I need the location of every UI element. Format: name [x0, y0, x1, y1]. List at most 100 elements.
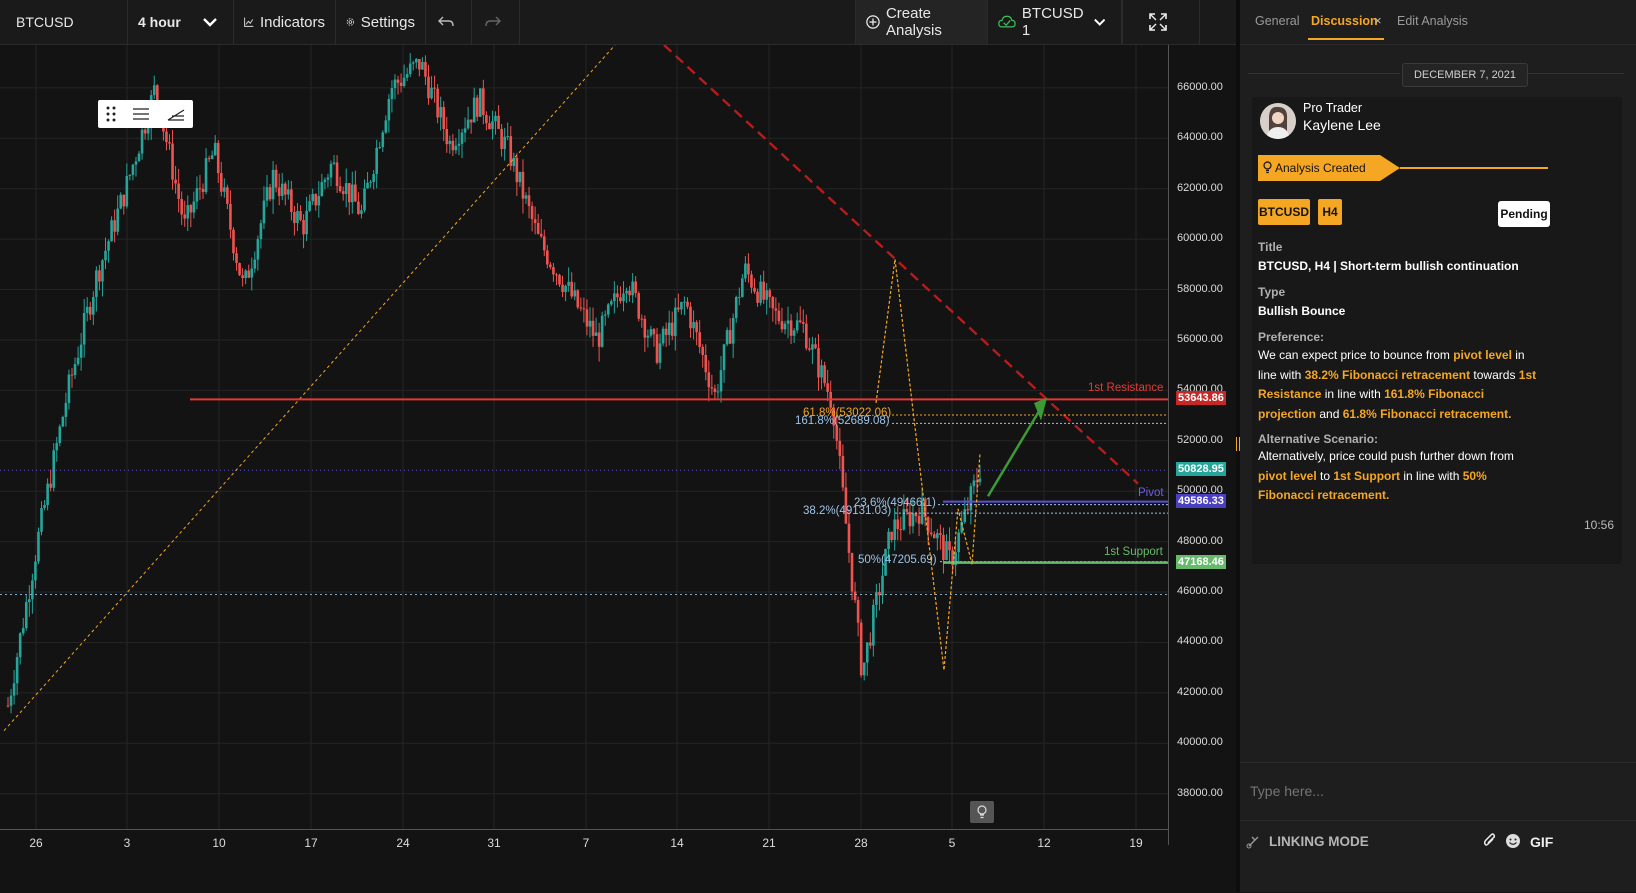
candle-body	[475, 97, 479, 117]
candle-body	[64, 402, 68, 417]
candle-body	[168, 142, 171, 144]
create-analysis-button[interactable]: Create Analysis	[855, 0, 988, 44]
layout-selector[interactable]: BTCUSD 1	[988, 0, 1122, 44]
price-tick-label: 38000.00	[1177, 786, 1223, 799]
candle-body	[695, 322, 698, 333]
highlight-text: 1st Resistance	[1258, 367, 1537, 402]
candle-body	[360, 210, 363, 214]
symbol-selector[interactable]: BTCUSD	[0, 0, 128, 44]
time-tick-label: 7	[582, 836, 590, 850]
close-icon[interactable]: ×	[1374, 13, 1382, 28]
candle-body	[216, 142, 220, 174]
candle-body	[198, 188, 202, 190]
candle-body	[500, 128, 503, 149]
text-run: in line with	[1258, 348, 1525, 382]
candle-body	[549, 264, 552, 268]
candle-body	[579, 307, 583, 309]
price-tick-label: 64000.00	[1177, 131, 1223, 144]
idea-button[interactable]	[970, 801, 994, 823]
candle-body	[808, 348, 811, 350]
candle-body	[506, 136, 510, 138]
candle-body	[881, 575, 884, 596]
candle-body	[869, 642, 872, 646]
linking-icon	[1246, 836, 1259, 849]
candle-body	[536, 223, 540, 234]
message-input[interactable]	[1248, 777, 1622, 805]
candle-body	[768, 290, 772, 297]
price-tick-label: 44000.00	[1177, 635, 1223, 648]
horizontal-lines-icon[interactable]	[132, 107, 150, 121]
indicators-button[interactable]: Indicators	[234, 0, 336, 44]
fullscreen-button[interactable]	[1122, 0, 1200, 44]
pivot-label: Pivot	[1138, 486, 1164, 499]
status-badge: Pending	[1498, 201, 1550, 227]
candle-body	[512, 157, 516, 166]
candle-body	[951, 550, 954, 566]
price-axis[interactable]: 38000.00 40000.00 42000.00 44000.00 46000.00…	[1168, 45, 1237, 845]
candle-body	[539, 233, 543, 237]
candle-body	[201, 188, 205, 192]
candle-body	[667, 322, 671, 335]
candle-body	[826, 383, 829, 392]
candle-body	[433, 87, 436, 89]
candle-body	[128, 174, 132, 177]
lightbulb-icon	[1263, 161, 1272, 174]
time-axis[interactable]: 26 3 10 17 24 31 7 14 21 28 5 12 19	[0, 829, 1168, 850]
panel-splitter[interactable]	[1236, 0, 1240, 892]
chart-canvas[interactable]	[0, 45, 1236, 892]
text-run: towards	[1470, 367, 1519, 382]
candle-body	[314, 194, 318, 206]
price-tick-label: 62000.00	[1177, 181, 1223, 194]
candle-body	[70, 374, 74, 376]
candle-body	[731, 317, 735, 344]
gif-button[interactable]: GIF	[1530, 834, 1554, 850]
redo-button[interactable]	[472, 0, 520, 44]
candle-body	[939, 533, 942, 535]
interval-selector[interactable]: 4 hour	[128, 0, 234, 44]
drawing-toolbar[interactable]	[98, 100, 193, 128]
linking-mode-toggle[interactable]: LINKING MODE	[1269, 834, 1369, 849]
price-tick-label: 60000.00	[1177, 232, 1223, 245]
candle-body	[533, 219, 537, 224]
candle-body	[405, 74, 409, 78]
candle-body	[55, 442, 59, 451]
active-tab-indicator	[1308, 38, 1384, 40]
attachment-icon[interactable]	[1482, 832, 1496, 850]
settings-button[interactable]: Settings	[336, 0, 426, 44]
candle-body	[131, 164, 135, 175]
candle-body	[862, 662, 866, 676]
trend-tool-icon[interactable]	[167, 107, 185, 121]
tab-edit-analysis[interactable]: Edit Analysis	[1397, 14, 1468, 28]
price-chart[interactable]: 38000.00 40000.00 42000.00 44000.00 46000.00…	[0, 45, 1236, 892]
divider	[1528, 73, 1624, 74]
current-price-tag: 50828.95	[1176, 462, 1226, 477]
emoji-icon[interactable]	[1505, 833, 1521, 849]
undo-button[interactable]	[426, 0, 472, 44]
candle-body	[814, 344, 817, 349]
candle-body	[640, 318, 644, 320]
candle-body	[180, 198, 183, 215]
highlight-text: pivot level	[1453, 348, 1512, 362]
alternative-label: Alternative Scenario:	[1258, 432, 1379, 446]
tab-discussion[interactable]: Discussion	[1311, 14, 1378, 28]
tab-general[interactable]: General	[1255, 14, 1300, 28]
fibonacci-label: 50%(47205.69)	[858, 553, 937, 566]
candle-body	[616, 293, 619, 298]
candle-body	[143, 129, 147, 134]
candle-body	[603, 314, 607, 316]
candle-body	[92, 297, 95, 315]
splitter-handle[interactable]	[1236, 437, 1240, 451]
avatar[interactable]	[1260, 103, 1296, 139]
candle-body	[865, 642, 869, 663]
candle-body	[683, 301, 686, 303]
drag-handle-icon[interactable]	[106, 106, 116, 122]
create-analysis-label: Create Analysis	[885, 5, 942, 39]
candle-body	[847, 523, 851, 553]
candle-body	[628, 290, 631, 296]
candle-body	[116, 208, 119, 232]
candle-body	[960, 521, 964, 533]
candle-body	[165, 131, 168, 143]
candle-body	[771, 296, 775, 309]
candle-body	[597, 332, 601, 347]
redo-icon	[484, 16, 501, 27]
